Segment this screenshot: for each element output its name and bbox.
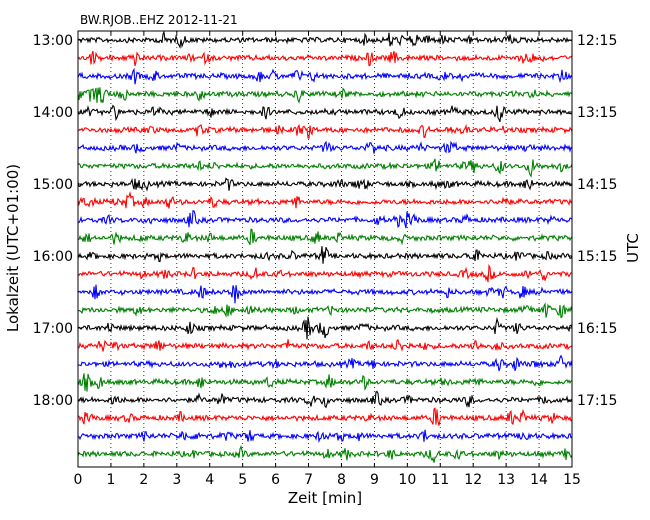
trace-line [77, 210, 573, 229]
vertical-gridlines [110, 31, 540, 467]
trace-line [77, 67, 573, 85]
y-tick-label-left: 16:00 [33, 249, 73, 265]
y-tick-label-left: 18:00 [33, 393, 73, 409]
trace-line [77, 338, 573, 352]
x-tick-label: 15 [563, 472, 581, 488]
right-axis-ticks: 12:15 13:15 14:15 15:15 16:15 17:15 [568, 33, 617, 409]
x-tick-label: 12 [464, 472, 482, 488]
x-tick-label: 6 [271, 472, 280, 488]
trace-line [77, 444, 573, 463]
x-tick-label: 2 [139, 472, 148, 488]
trace-line [77, 246, 573, 264]
left-axis-ticks: 13:00 14:00 15:00 16:00 17:00 18:00 [33, 33, 82, 409]
x-tick-label: 9 [370, 472, 379, 488]
trace-line [77, 429, 573, 444]
y-tick-label-right: 15:15 [577, 249, 617, 265]
trace-line [77, 302, 573, 319]
chart-title: BW.RJOB..EHZ 2012-11-21 [80, 13, 238, 27]
seismogram-traces [77, 30, 573, 463]
x-tick-label: 7 [304, 472, 313, 488]
trace-line [77, 263, 573, 283]
y-tick-label-right: 12:15 [577, 33, 617, 49]
y-tick-label-right: 14:15 [577, 177, 617, 193]
x-tick-label: 10 [398, 472, 416, 488]
y-tick-label-right: 17:15 [577, 393, 617, 409]
y-tick-label-left: 13:00 [33, 33, 73, 49]
x-axis-ticks: 0 1 2 3 4 5 6 7 8 9 10 11 12 13 14 15 [74, 31, 581, 488]
y-tick-label-right: 16:15 [577, 321, 617, 337]
trace-line [77, 390, 573, 409]
y-axis-label-left: Lokalzeit (UTC+01:00) [4, 164, 22, 332]
x-tick-label: 11 [431, 472, 449, 488]
y-tick-label-left: 14:00 [33, 105, 73, 121]
x-tick-label: 3 [172, 472, 181, 488]
trace-line [77, 50, 573, 67]
trace-line [77, 191, 573, 209]
trace-line [77, 228, 573, 246]
trace-line [77, 30, 573, 50]
x-tick-label: 1 [106, 472, 115, 488]
trace-line [77, 140, 573, 154]
x-tick-label: 14 [530, 472, 548, 488]
trace-line [77, 104, 573, 123]
trace-line [77, 354, 573, 372]
y-tick-label-left: 17:00 [33, 321, 73, 337]
trace-line [77, 177, 573, 192]
trace-line [77, 407, 573, 426]
x-tick-label: 4 [205, 472, 214, 488]
trace-line [77, 316, 573, 340]
y-axis-label-right: UTC [624, 233, 642, 263]
x-tick-label: 5 [238, 472, 247, 488]
x-tick-label: 13 [497, 472, 515, 488]
trace-line [77, 284, 573, 304]
x-tick-label: 8 [337, 472, 346, 488]
y-tick-label-left: 15:00 [33, 177, 73, 193]
x-tick-label: 0 [74, 472, 83, 488]
trace-line [77, 373, 573, 392]
plot-frame [77, 30, 573, 468]
trace-line [77, 158, 573, 178]
trace-line [77, 123, 573, 139]
x-axis-label: Zeit [min] [288, 489, 362, 507]
trace-line [77, 87, 573, 104]
y-tick-label-right: 13:15 [577, 105, 617, 121]
